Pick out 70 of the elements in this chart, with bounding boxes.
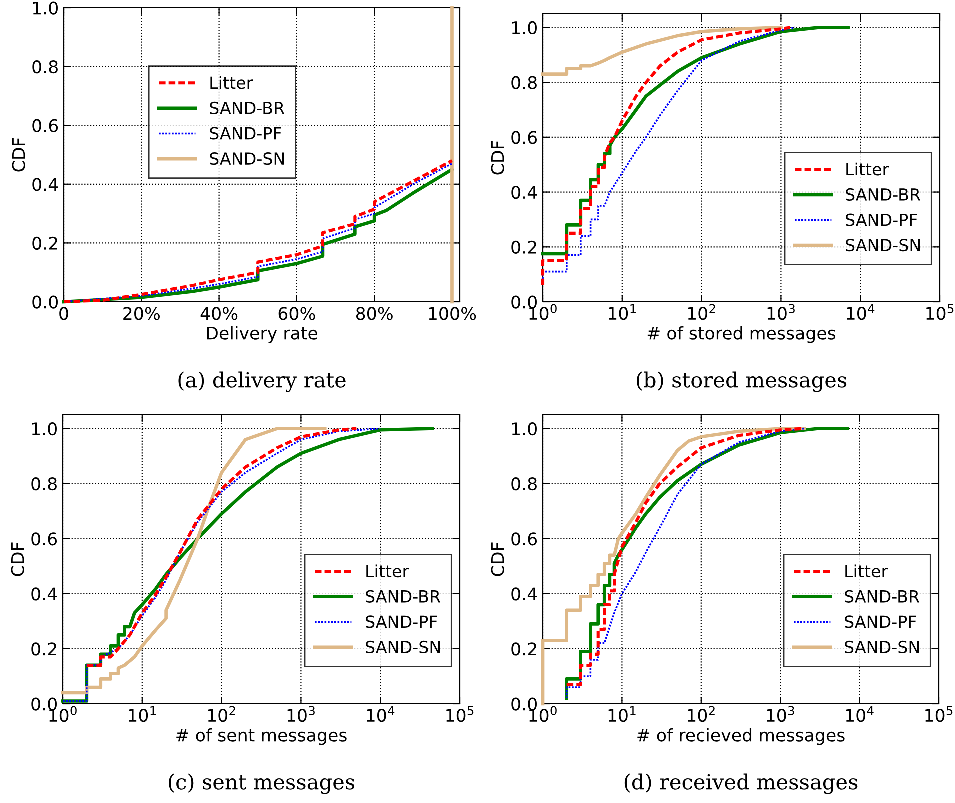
x-tick-label: 10$^{4}$ [846,706,874,722]
x-axis-title: # of recieved messages [638,728,845,746]
x-tick-label: 10$^{5}$ [446,706,474,722]
x-tick-label: 100% [429,307,476,320]
y-tick-label: 0.2 [32,642,56,656]
y-tick-label: 0.6 [32,119,58,132]
legend-label: SAND-PF [846,214,918,226]
y-axis-title: CDF [11,542,24,576]
y-axis-title: CDF [12,138,26,172]
legend-label: SAND-PF [210,127,282,140]
y-tick-label: 0.4 [512,186,538,200]
x-tick-label: 0 [60,307,68,320]
legend-label: SAND-BR [845,590,920,603]
x-tick-label: 60% [278,307,316,320]
legend-label: SAND-BR [210,102,285,115]
legend-label: SAND-SN [210,152,284,166]
legend-label: Litter [366,564,410,578]
x-axis-title: # of stored messages [648,326,836,344]
y-tick-label: 0.4 [512,588,538,601]
x-tick-label: 10$^{3}$ [288,706,315,722]
legend-label: SAND-PF [845,616,916,628]
y-tick-label: 0.0 [32,296,58,309]
y-tick-label: 1.0 [512,21,537,35]
x-tick-label: 40% [200,307,238,320]
x-tick-label: 10$^{3}$ [768,304,795,320]
y-tick-label: 0.8 [32,478,57,491]
x-tick-label: 80% [356,307,393,320]
legend-label: SAND-SN [366,640,440,654]
x-tick-label: 10$^{5}$ [926,304,954,320]
x-tick-label: 10$^{1}$ [608,706,636,722]
y-tick-label: 0.8 [512,76,537,90]
x-tick-label: 10$^{2}$ [208,706,236,722]
x-axis-title: # of sent messages [176,728,347,746]
y-tick-label: 0.2 [32,236,58,250]
legend-label: Litter [846,162,890,176]
x-tick-label: 10$^{5}$ [926,706,953,722]
y-tick-label: 1.0 [512,422,537,436]
x-axis-title: Delivery rate [207,326,318,344]
text: (b) stored messages [636,372,847,392]
legend-label: Litter [846,564,888,578]
x-tick-label: 10$^{4}$ [367,706,395,722]
y-tick-label: 0.6 [512,131,538,144]
y-tick-label: 0.4 [32,178,58,192]
y-tick-label: 0.2 [512,642,536,656]
legend-label: SAND-BR [846,188,921,202]
y-tick-label: 0.6 [32,532,58,546]
legend-label: SAND-SN [845,640,920,654]
text: (d) received messages [624,774,858,794]
x-tick-label: 20% [124,307,160,320]
x-tick-label: 10$^{2}$ [688,304,716,320]
text: (c) sent messages [169,774,355,794]
y-tick-label: 0.8 [512,478,537,491]
x-tick-label: 10$^{1}$ [609,304,636,320]
y-tick-label: 0.2 [512,240,536,254]
legend-label: SAND-PF [366,616,438,628]
x-tick-label: 10$^{3}$ [767,706,794,722]
y-tick-label: 1.0 [32,422,57,436]
legend-label: SAND-BR [366,590,441,603]
y-axis-title: CDF [491,542,504,576]
y-tick-label: 1.0 [33,2,58,15]
x-tick-label: 10$^{4}$ [847,304,875,320]
legend-label: Litter [210,76,254,90]
text: (a) delivery rate [178,372,346,392]
legend-label: SAND-SN [846,239,920,252]
x-tick-label: 10$^{1}$ [129,706,156,722]
y-tick-label: 0.6 [512,532,538,546]
x-tick-label: 10$^{2}$ [688,706,715,722]
y-tick-label: 0.4 [32,588,58,601]
y-tick-label: 0.8 [32,60,58,74]
y-axis-title: CDF [491,141,504,175]
